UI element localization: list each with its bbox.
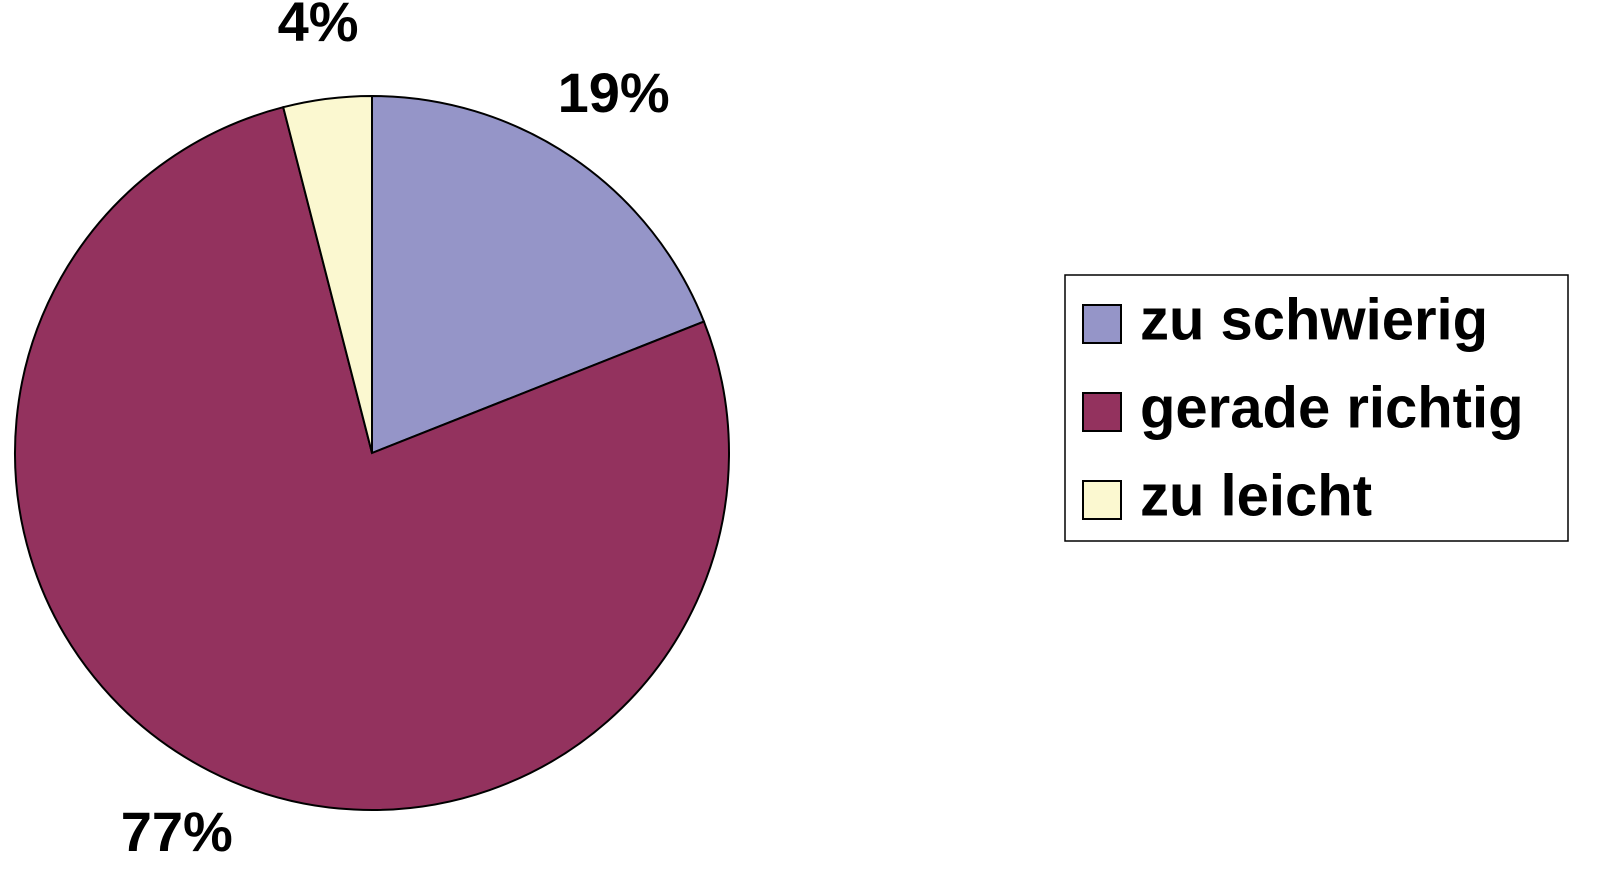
legend-swatch (1082, 304, 1122, 344)
pie-slice (13, 105, 730, 811)
value-label: 4% (278, 0, 359, 53)
legend-label: gerade richtig (1140, 375, 1524, 440)
pie-slice (282, 94, 373, 454)
value-label: 77% (121, 800, 233, 863)
pie-slice (371, 94, 706, 455)
legend-swatch (1082, 480, 1122, 520)
value-label: 19% (558, 61, 670, 124)
legend-swatch (1082, 392, 1122, 432)
legend-label: zu leicht (1140, 463, 1372, 528)
legend-box (1064, 274, 1569, 542)
legend-label: zu schwierig (1140, 287, 1488, 352)
